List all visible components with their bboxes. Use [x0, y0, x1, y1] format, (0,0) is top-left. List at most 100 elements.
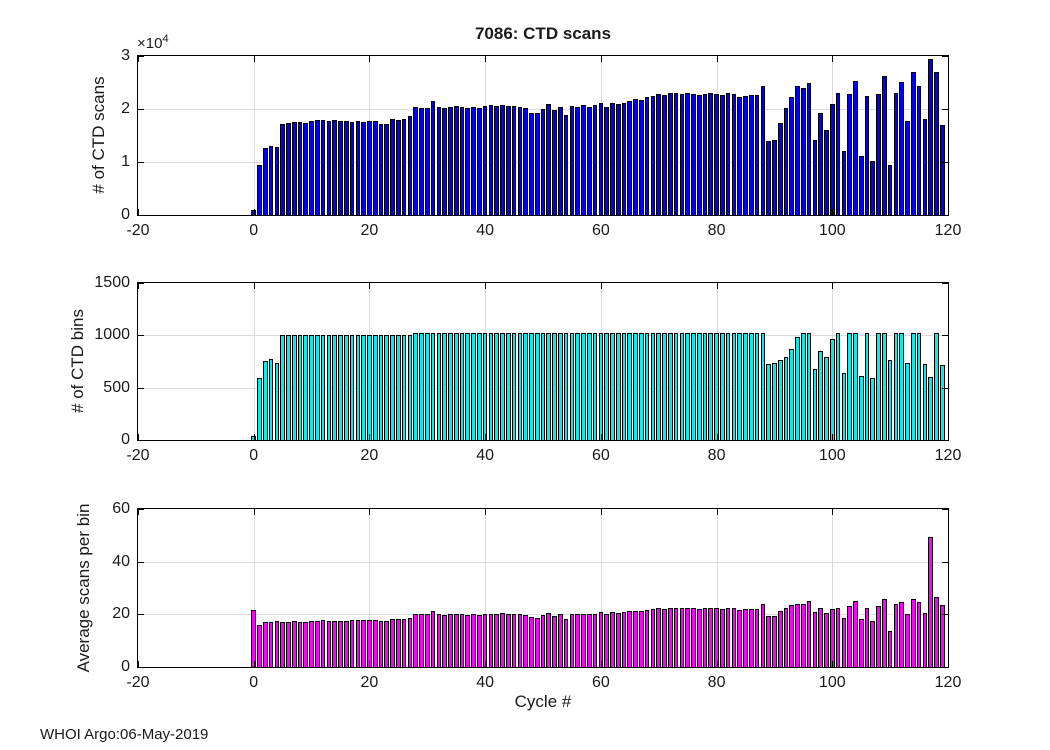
bar [899, 602, 905, 667]
gridline-vertical [253, 283, 255, 440]
bar [511, 332, 517, 440]
bar [876, 94, 881, 215]
x-axis-tick [369, 509, 371, 515]
x-axis-tick [948, 509, 949, 515]
bar [563, 332, 569, 440]
bar [309, 621, 314, 667]
bar [477, 107, 482, 215]
bar [627, 611, 633, 667]
bar [928, 377, 933, 440]
x-axis-tick [138, 283, 139, 289]
x-axis-tick [716, 434, 718, 440]
bar [500, 613, 505, 667]
bar [650, 96, 656, 215]
y-axis-tick [942, 108, 948, 110]
bar [939, 604, 945, 667]
bar [482, 332, 488, 440]
bar [847, 94, 852, 215]
bar [477, 614, 482, 667]
bar [916, 601, 922, 667]
y-tick-label: 20 [112, 605, 130, 623]
bar [367, 620, 372, 667]
bar [286, 334, 291, 440]
bar [812, 139, 818, 215]
bar [529, 112, 534, 215]
bar [378, 621, 384, 667]
bar [592, 332, 598, 440]
bar [407, 115, 413, 215]
bar [621, 102, 627, 215]
bar [343, 334, 349, 440]
bar [558, 614, 563, 667]
bar [459, 106, 465, 215]
x-axis-tick [832, 661, 834, 667]
bar [286, 122, 291, 215]
bar [806, 82, 812, 215]
bar [396, 334, 401, 440]
gridline-vertical [716, 509, 718, 667]
bar [268, 145, 274, 215]
bar [818, 608, 824, 667]
bar [430, 611, 436, 667]
bar [882, 76, 887, 215]
bar [384, 123, 390, 215]
bar [685, 332, 690, 440]
bar [494, 614, 500, 667]
bar [419, 107, 424, 215]
bar [257, 164, 262, 215]
bar [847, 332, 852, 440]
x-axis-tick [253, 209, 255, 215]
bar [899, 332, 905, 440]
bar [523, 614, 528, 667]
bar [783, 108, 789, 215]
bar [442, 107, 447, 215]
bar [824, 613, 829, 667]
bar [546, 104, 552, 215]
bar [349, 334, 355, 440]
x-axis-tick [485, 509, 487, 515]
bar [870, 620, 876, 667]
bar [372, 120, 378, 215]
bar [934, 71, 939, 215]
bar [864, 95, 870, 215]
bar [621, 332, 627, 440]
bar [615, 103, 621, 215]
y-axis-tick [942, 561, 948, 563]
bar [424, 614, 430, 667]
bar [841, 373, 847, 440]
bar [471, 332, 476, 440]
footer-annotation: WHOI Argo:06-May-2019 [40, 726, 209, 743]
bar [459, 332, 465, 440]
bar [916, 85, 922, 215]
bar [477, 332, 482, 440]
bar [575, 332, 581, 440]
bar [558, 106, 563, 215]
bar [662, 332, 667, 440]
bar [315, 120, 320, 215]
bar [731, 94, 737, 215]
bar [424, 332, 430, 440]
bar [789, 605, 795, 667]
bar [922, 613, 928, 667]
bar [789, 348, 795, 440]
bar [262, 360, 268, 440]
bar [887, 164, 893, 215]
x-tick-label: 40 [476, 222, 495, 239]
bar [517, 332, 523, 440]
bar [384, 334, 390, 440]
bar [679, 94, 685, 215]
bar [332, 120, 338, 215]
bar [523, 107, 528, 215]
bar [870, 377, 876, 440]
bar [876, 332, 881, 440]
y-axis-label-ctd-bins: # of CTD bins [68, 309, 87, 413]
bar [534, 617, 540, 667]
bar [691, 332, 696, 440]
bar [465, 332, 471, 440]
bar [494, 332, 500, 440]
bar [853, 601, 858, 667]
bar [598, 332, 604, 440]
bar [760, 85, 766, 215]
y-tick-label: 1 [121, 153, 130, 170]
x-axis-tick [832, 434, 834, 440]
